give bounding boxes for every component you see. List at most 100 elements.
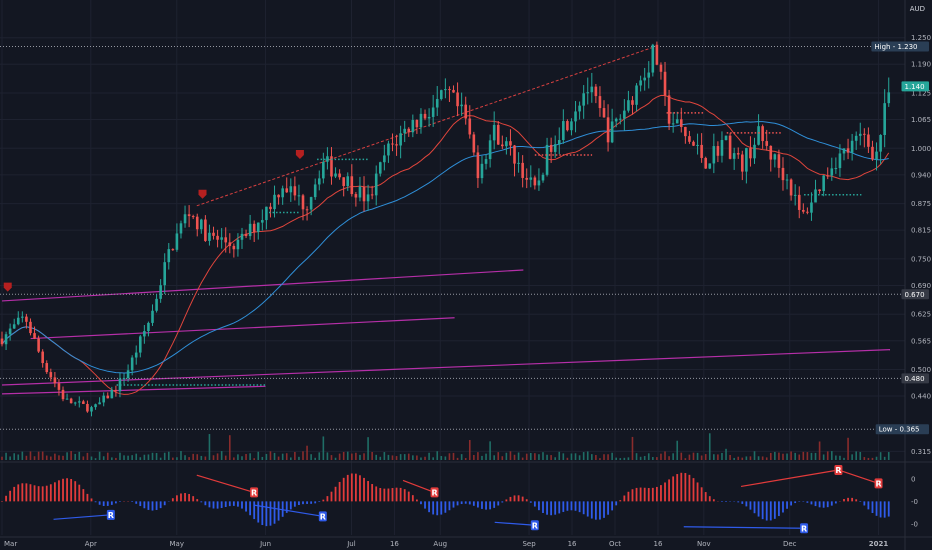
volume-bar	[700, 455, 703, 460]
volume-bar	[505, 452, 508, 460]
divergence-label-box	[800, 523, 809, 534]
price-tick-label: 0.750	[911, 255, 931, 263]
volume-bar	[253, 458, 255, 460]
oscillator-bar	[298, 501, 300, 505]
volume-bar	[875, 456, 878, 460]
price-tick-label: 0.565	[911, 337, 931, 345]
volume-bar	[546, 454, 548, 460]
volume-bar	[851, 454, 853, 460]
candle-body	[582, 93, 585, 106]
candle-body	[655, 44, 659, 65]
candle-body	[86, 403, 89, 412]
oscillator-bar	[159, 501, 162, 509]
volume-bar	[338, 453, 341, 460]
candle-body	[440, 90, 443, 100]
candle-body	[187, 214, 191, 217]
candle-body	[147, 322, 150, 332]
volume-bar	[481, 455, 483, 460]
candle-body	[277, 194, 280, 198]
divergence-line	[740, 469, 839, 488]
volume-bar	[302, 451, 304, 460]
oscillator-bar	[139, 501, 142, 507]
volume-bar	[794, 452, 796, 460]
price-badge	[901, 289, 929, 300]
volume-bar	[123, 455, 125, 460]
divergence-label-box	[430, 487, 439, 498]
oscillator-bar	[684, 473, 687, 502]
candle-body	[553, 144, 557, 152]
volume-bar	[818, 441, 821, 460]
candle-body	[21, 316, 24, 318]
volume-bar	[672, 453, 674, 460]
oscillator-bar	[753, 501, 756, 514]
oscillator-bar	[700, 487, 703, 502]
candle-body	[797, 194, 801, 210]
volume-bar	[782, 453, 784, 460]
candle-body	[415, 120, 419, 128]
volume-bar	[513, 454, 516, 460]
candle-body	[488, 140, 492, 160]
volume-bar	[176, 457, 178, 460]
oscillator-bar	[737, 501, 740, 503]
candle-body	[679, 119, 683, 127]
divergence-label: R	[320, 512, 326, 521]
oscillator-bar	[306, 501, 308, 504]
candle-body	[370, 194, 374, 196]
candle-body	[265, 206, 268, 221]
divergence-label-box	[530, 520, 539, 531]
volume-bar	[713, 454, 715, 460]
candle-body	[505, 141, 508, 147]
candle-body	[4, 334, 8, 345]
volume-bar	[765, 457, 768, 460]
candle-body	[411, 120, 415, 133]
volume-bar	[611, 452, 613, 460]
volume-bar	[863, 457, 866, 460]
oscillator-bar	[387, 488, 390, 502]
oscillator-bar	[420, 501, 422, 505]
volume-bar	[643, 456, 646, 460]
volume-bar	[334, 457, 337, 460]
oscillator-bar	[94, 501, 97, 503]
oscillator-bar	[769, 501, 772, 521]
candle-body	[102, 395, 105, 403]
candle-body	[586, 92, 590, 94]
price-badge	[901, 81, 929, 92]
oscillator-bar	[741, 501, 744, 504]
oscillator-bar	[834, 501, 837, 504]
volume-bar	[578, 455, 581, 460]
price-badge-label: 0.480	[905, 375, 925, 383]
candle-body	[623, 110, 626, 119]
candle-body	[753, 144, 756, 159]
candle-body	[269, 206, 272, 210]
oscillator-bar	[883, 501, 886, 518]
trend-line	[30, 317, 455, 340]
volume-bar	[310, 454, 312, 460]
trend-lines	[1, 46, 891, 395]
oscillator-bar	[70, 478, 73, 502]
candle-body	[354, 194, 358, 198]
candle-body	[675, 119, 679, 124]
candle-body	[293, 186, 297, 196]
candle-body	[749, 148, 752, 159]
volume-bar	[692, 452, 695, 460]
oscillator-bar	[790, 501, 793, 506]
volume-bar	[619, 458, 622, 460]
oscillator-bar	[74, 481, 77, 502]
volume-bar	[412, 455, 414, 460]
oscillator-bar	[582, 501, 585, 515]
candle-body	[61, 389, 65, 400]
divergence-line	[683, 526, 805, 529]
volume-bar	[216, 453, 219, 460]
volume-bar	[529, 453, 532, 460]
candle-body	[736, 153, 740, 155]
volume-bar	[534, 453, 536, 460]
candle-body	[850, 140, 854, 153]
oscillator-bar	[590, 501, 593, 519]
volume-bar	[448, 453, 451, 460]
volume-bar	[306, 445, 308, 460]
time-tick-label: Nov	[697, 540, 711, 548]
volume-bar	[363, 453, 365, 460]
oscillator-bar	[58, 480, 60, 502]
volume-bar	[668, 456, 670, 460]
